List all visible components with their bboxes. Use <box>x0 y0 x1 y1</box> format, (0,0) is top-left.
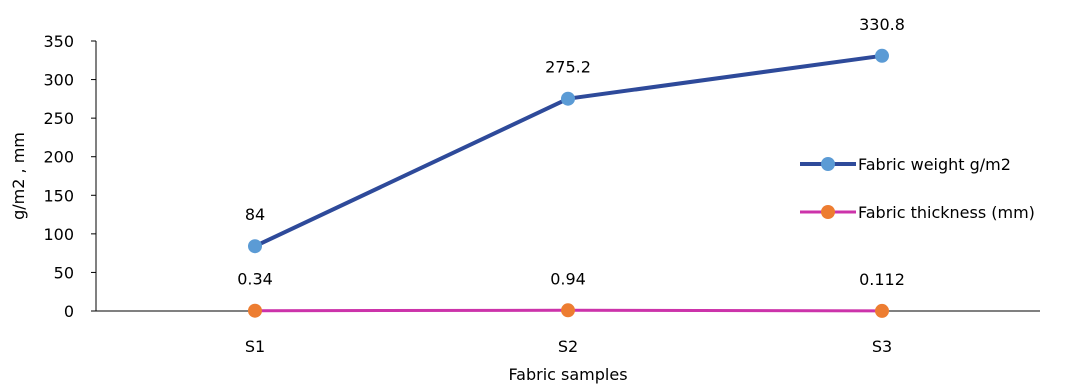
x-tick-labels: S1 S2 S3 <box>245 337 892 356</box>
data-point <box>561 91 575 106</box>
data-label: 275.2 <box>545 58 591 77</box>
y-tick-label: 250 <box>43 109 74 128</box>
legend-label: Fabric weight g/m2 <box>858 155 1011 174</box>
data-label: 0.112 <box>859 270 905 289</box>
x-axis-title: Fabric samples <box>508 365 627 384</box>
legend-label: Fabric thickness (mm) <box>858 203 1035 222</box>
x-tick-label: S3 <box>872 337 892 356</box>
x-tick-label: S2 <box>558 337 578 356</box>
y-tick-label: 100 <box>43 225 74 244</box>
y-tick-label: 350 <box>43 32 74 51</box>
data-label: 84 <box>245 205 265 224</box>
y-tick-label: 150 <box>43 186 74 205</box>
y-tick-label: 0 <box>64 302 74 321</box>
legend-item: Fabric weight g/m2 <box>800 155 1011 174</box>
y-tick-label: 200 <box>43 148 74 167</box>
y-axis-title: g/m2 , mm <box>9 132 28 220</box>
y-tick-label: 50 <box>54 263 74 282</box>
data-point <box>248 303 262 318</box>
data-point <box>248 239 262 254</box>
series-line <box>254 53 883 249</box>
series-markers <box>248 48 889 318</box>
legend-item: Fabric thickness (mm) <box>800 203 1035 222</box>
data-point <box>875 303 889 318</box>
data-label: 0.34 <box>237 270 273 289</box>
legend: Fabric weight g/m2 Fabric thickness (mm) <box>800 155 1035 222</box>
data-point <box>875 48 889 63</box>
legend-marker <box>821 157 835 171</box>
data-label: 0.94 <box>550 269 586 288</box>
x-tick-label: S1 <box>245 337 265 356</box>
data-label: 330.8 <box>859 15 905 34</box>
y-tick-labels: 0 50 100 150 200 250 300 350 <box>43 32 96 321</box>
y-tick-label: 300 <box>43 71 74 90</box>
data-labels: 84 275.2 330.8 0.34 0.94 0.112 <box>237 15 905 289</box>
legend-marker <box>821 205 835 219</box>
data-point <box>561 303 575 318</box>
